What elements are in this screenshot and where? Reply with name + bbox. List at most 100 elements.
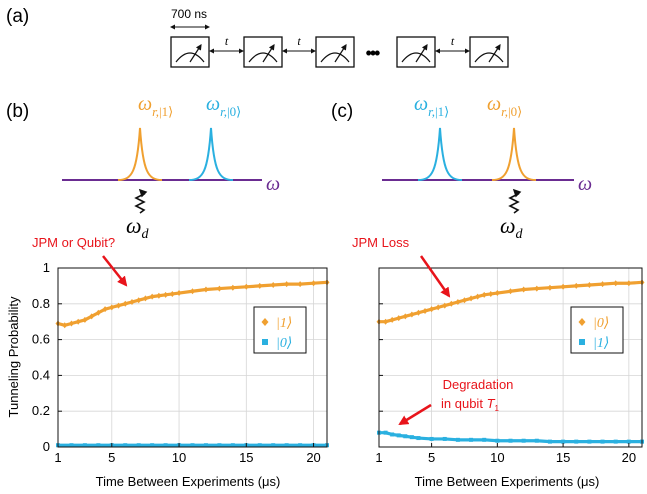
gap-label: t [225, 34, 229, 48]
data-point [297, 281, 303, 288]
legend-marker [578, 318, 586, 326]
panel-label-a: (a) [6, 6, 29, 27]
data-point [494, 290, 500, 297]
data-point [534, 438, 539, 443]
data-point [422, 307, 428, 314]
legend-box [253, 306, 307, 354]
gap-label: t [297, 34, 301, 48]
x-tick-label: 1 [375, 450, 382, 465]
data-point [481, 291, 487, 298]
data-point [82, 316, 88, 323]
meter-needle [334, 43, 347, 63]
x-tick-label: 20 [306, 450, 320, 465]
x-tick-label: 20 [622, 450, 636, 465]
data-point [203, 286, 209, 293]
y-tick-label: 1 [43, 260, 50, 275]
meter-needle [488, 43, 501, 63]
data-point [560, 283, 566, 290]
meter-box [243, 36, 283, 68]
data-point [298, 443, 303, 448]
resonance-peak [491, 127, 537, 181]
data-point [257, 443, 262, 448]
data-point [396, 315, 402, 322]
data-point [626, 439, 631, 444]
data-point [534, 285, 540, 292]
data-point [415, 309, 421, 316]
data-point [230, 443, 235, 448]
meter-arc [248, 52, 278, 63]
data-point [488, 290, 494, 297]
x-tick-label: 5 [108, 450, 115, 465]
meter-box [315, 36, 355, 68]
legend-marker [579, 339, 585, 345]
data-point [613, 439, 618, 444]
data-point [142, 295, 148, 302]
peak-label-b-left: ωr,|1⟩ [138, 93, 173, 119]
data-point [169, 290, 175, 297]
data-point [150, 443, 155, 448]
data-point [574, 439, 579, 444]
legend-label: |0⟩ [276, 336, 292, 351]
data-point [96, 443, 101, 448]
annotation-arrow-b [102, 255, 128, 287]
data-point [190, 288, 195, 295]
meter-icon [243, 36, 283, 68]
drive-arrow [508, 188, 522, 214]
panel-label-c: (c) [331, 101, 353, 122]
data-point [75, 318, 81, 325]
data-point [409, 435, 414, 440]
data-point [482, 437, 487, 442]
meter-box [469, 36, 509, 68]
legend-box [570, 306, 624, 354]
y-tick-label: 0.4 [32, 367, 50, 382]
data-point [116, 302, 122, 309]
data-point [243, 283, 249, 290]
annotation-arrow-degradation [398, 403, 432, 426]
data-point [448, 300, 454, 307]
x-tick-label: 5 [428, 450, 435, 465]
measurement-sequence: t t t ••• [170, 34, 509, 68]
data-point [600, 439, 605, 444]
legend-marker [261, 318, 269, 326]
annotation-b: JPM or Qubit? [32, 235, 115, 250]
data-point [270, 282, 276, 289]
data-point [109, 304, 115, 311]
data-point [435, 304, 441, 311]
data-point [311, 280, 317, 287]
resonance-peak [417, 127, 463, 181]
data-point [409, 311, 415, 318]
data-point [82, 443, 87, 448]
data-point [62, 322, 68, 329]
series-upper [376, 279, 645, 325]
data-point [508, 288, 513, 295]
data-point [403, 434, 408, 439]
data-point [468, 295, 474, 302]
data-point [383, 430, 388, 435]
plot-background [58, 268, 327, 447]
meter-arc [401, 52, 431, 63]
x-tick-label: 15 [556, 450, 570, 465]
legend: |1⟩|0⟩ [253, 306, 307, 354]
series-lower [377, 430, 644, 444]
data-point [495, 438, 500, 443]
annotation-c: JPM Loss [352, 235, 410, 250]
x-tick-label: 1 [54, 450, 61, 465]
resonance-peak [117, 127, 163, 181]
data-point [469, 437, 474, 442]
series-upper [55, 279, 330, 329]
data-point [586, 282, 592, 289]
peak-label-c-left: ωr,|1⟩ [414, 93, 449, 119]
meter-box [170, 36, 210, 68]
meter-icon [469, 36, 509, 68]
meter-arc [474, 52, 504, 63]
data-point [389, 316, 395, 323]
y-axis-label-b: Tunneling Probability [6, 296, 21, 417]
y-tick-label: 0.6 [32, 332, 50, 347]
x-axis-label-c: Time Between Experiments (μs) [415, 474, 600, 489]
data-point [271, 443, 276, 448]
data-point [613, 280, 619, 287]
omega-axis-label-c: ω [578, 173, 592, 195]
data-point [455, 437, 460, 442]
data-point [89, 313, 95, 320]
